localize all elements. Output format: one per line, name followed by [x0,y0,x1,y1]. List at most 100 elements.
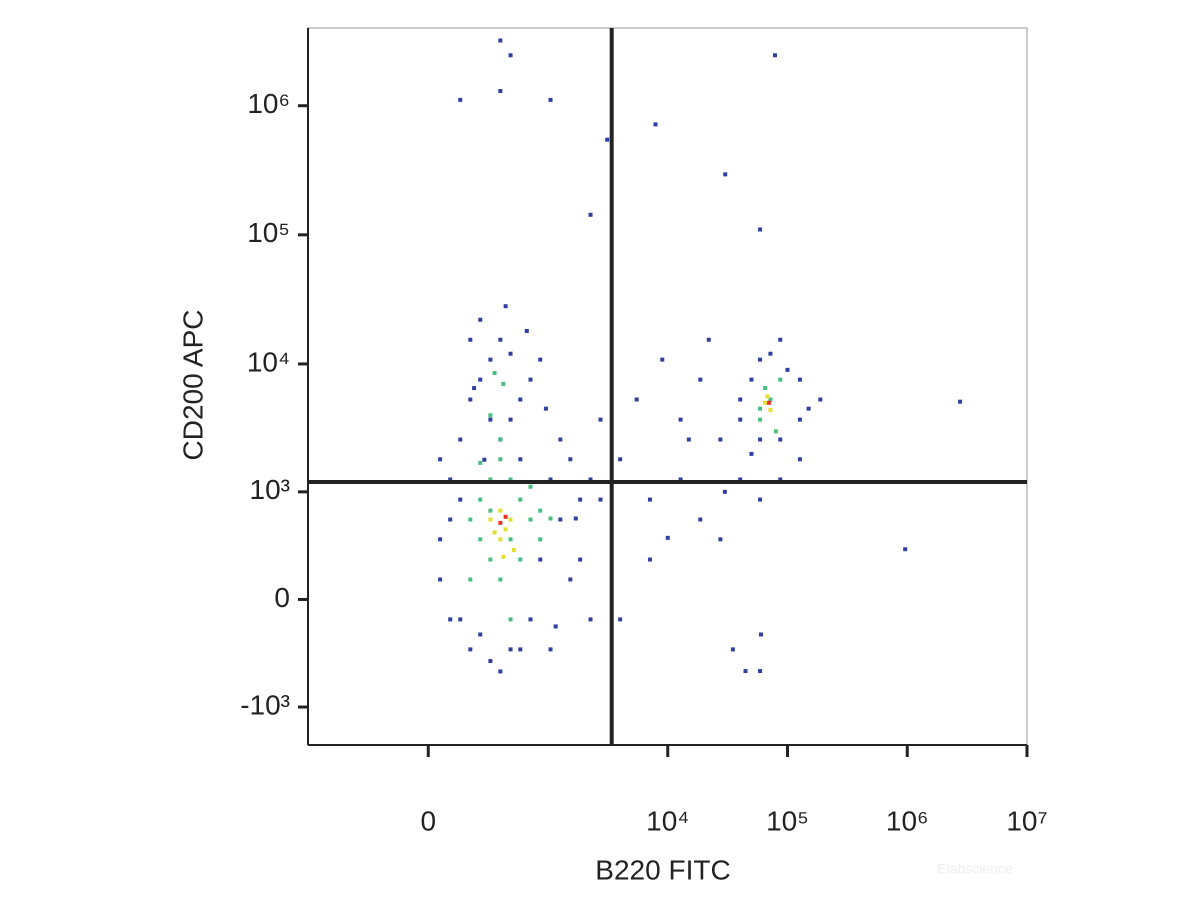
point [508,53,513,58]
watermark: Elabscience [937,861,1013,877]
point [618,457,623,462]
point [478,537,483,542]
point [528,517,533,522]
y-tick-label: -10³ [240,689,290,720]
point [508,477,513,482]
point [653,122,658,127]
point [508,417,513,422]
point [958,399,963,404]
y-tick-label: 10⁴ [247,346,290,377]
point [438,577,443,582]
point [518,557,523,562]
point [806,406,811,411]
point [647,557,652,562]
point [778,477,783,482]
point [501,554,506,559]
y-tick-label: 10³ [250,474,290,505]
x-axis-label: B220 FITC [595,854,730,885]
point [634,397,639,402]
point [773,429,778,434]
point [468,647,473,652]
point [772,53,777,58]
point [438,537,443,542]
point [548,647,553,652]
point [730,647,735,652]
point [508,351,513,356]
y-tick-label: 0 [274,582,290,613]
point [503,527,508,532]
point [543,406,548,411]
point [498,337,503,342]
point [758,227,763,232]
point [508,617,513,622]
point [538,537,543,542]
plot-frame [307,27,1028,746]
point [498,520,503,525]
point [488,557,493,562]
point [698,377,703,382]
point [797,377,802,382]
point [458,497,463,502]
point [518,647,523,652]
point [758,497,763,502]
point [498,537,503,542]
point [768,407,773,412]
point [498,669,503,674]
y-tick-label: 10⁵ [247,217,290,248]
point [518,457,523,462]
point [903,547,908,552]
point [488,477,493,482]
point [818,397,823,402]
point [478,632,483,637]
point [797,457,802,462]
point [568,577,573,582]
point [738,397,743,402]
point [768,351,773,356]
point [538,557,543,562]
point [478,460,483,465]
point [665,535,670,540]
point [588,212,593,217]
point [598,497,603,502]
point [678,477,683,482]
point [718,537,723,542]
point [758,669,763,674]
point [573,516,578,521]
point [498,437,503,442]
point [478,377,483,382]
point [768,397,773,402]
point [438,457,443,462]
point [524,328,529,333]
point [738,417,743,422]
point [758,632,763,637]
point [458,97,463,102]
point [722,489,727,494]
point [749,451,754,456]
point [765,394,770,399]
point [763,400,768,405]
point [528,377,533,382]
point [568,457,573,462]
point [660,357,665,362]
point [548,97,553,102]
point [492,530,497,535]
point [508,517,513,522]
point [448,617,453,622]
point [478,497,483,502]
point [488,508,493,513]
point [678,417,683,422]
point [538,357,543,362]
point [508,537,513,542]
point [578,497,583,502]
point [482,457,487,462]
point [588,617,593,622]
point [758,406,763,411]
point [758,357,763,362]
point [498,457,503,462]
point [488,357,493,362]
point [488,413,493,418]
point [778,377,783,382]
point [498,38,503,43]
point [763,386,768,391]
